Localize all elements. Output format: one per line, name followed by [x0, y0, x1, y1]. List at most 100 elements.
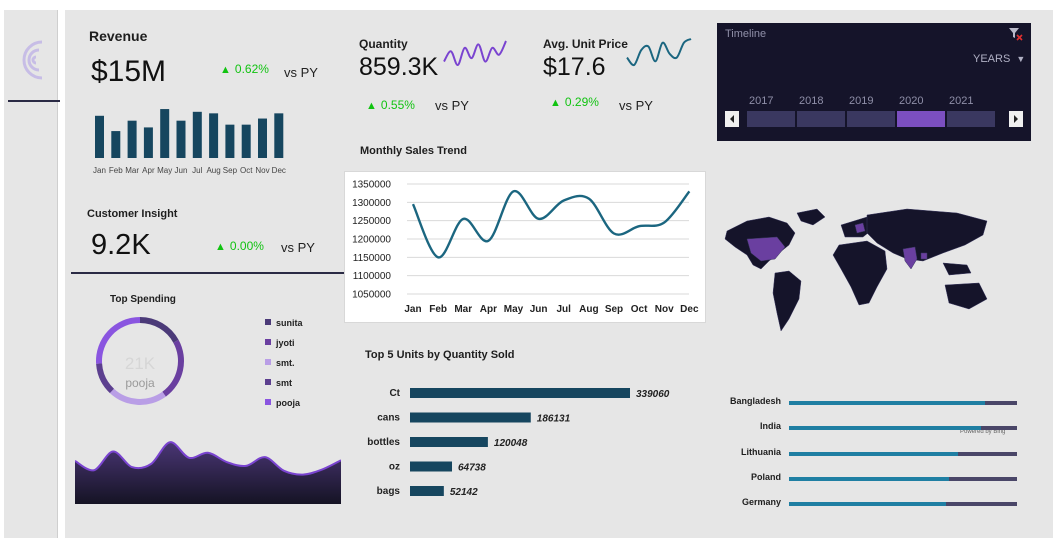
- brand-logo-icon[interactable]: [12, 32, 52, 88]
- trend-y-tick: 1150000: [353, 253, 392, 264]
- customer-vs-py: vs PY: [281, 240, 315, 255]
- unit-bar-bottles: [410, 437, 488, 447]
- donut-slice-pooja[interactable]: [96, 317, 140, 364]
- timeline-period-dropdown[interactable]: YEARS ▼: [973, 53, 1025, 65]
- revenue-bar-May: [160, 109, 170, 158]
- avg-price-delta: ▲ 0.29%: [550, 95, 599, 109]
- donut-slice-smt[interactable]: [96, 363, 114, 394]
- sales-world-map[interactable]: [717, 203, 1037, 339]
- revenue-delta: ▲ 0.62%: [220, 62, 269, 76]
- revenue-month-label: Jul: [192, 166, 202, 175]
- trend-x-tick: Dec: [680, 304, 699, 315]
- country-label: Lithuania: [741, 446, 781, 457]
- donut-slice-jyoti[interactable]: [162, 339, 184, 397]
- unit-bar-cans: [410, 412, 531, 423]
- top-spending-donut[interactable]: 21K pooja: [90, 312, 190, 418]
- country-bar-fill: [789, 451, 958, 456]
- legend-item-pooja[interactable]: pooja: [265, 398, 300, 408]
- legend-label: sunita: [276, 318, 303, 328]
- timeline-segment-2018[interactable]: [797, 111, 845, 127]
- revenue-vs-py: vs PY: [284, 65, 318, 80]
- trend-x-tick: Apr: [480, 304, 497, 315]
- africa-shape[interactable]: [832, 240, 888, 306]
- unit-value-label: 52142: [450, 487, 478, 498]
- revenue-month-label: Oct: [240, 166, 253, 175]
- chevron-left-icon: [730, 115, 734, 123]
- sidebar-divider: [8, 100, 60, 102]
- donut-center-value: 21K: [125, 354, 156, 373]
- bangladesh-highlight-shape[interactable]: [920, 252, 928, 260]
- timeline-year-2021[interactable]: 2021: [949, 95, 974, 107]
- revenue-month-label: Nov: [255, 166, 269, 175]
- legend-item-sunita[interactable]: sunita: [265, 318, 303, 328]
- unit-value-label: 339060: [636, 389, 670, 400]
- legend-item-smt[interactable]: smt: [265, 378, 292, 388]
- unit-bar-Ct: [410, 388, 630, 398]
- australia-shape[interactable]: [944, 282, 988, 310]
- legend-item-smt[interactable]: smt.: [265, 358, 295, 368]
- revenue-bar-Dec: [274, 113, 284, 158]
- india-highlight-shape[interactable]: [902, 246, 918, 270]
- revenue-month-label: Feb: [109, 166, 123, 175]
- unit-value-label: 120048: [494, 438, 528, 449]
- legend-swatch: [265, 339, 271, 345]
- trend-title: Monthly Sales Trend: [360, 145, 467, 157]
- south-america-shape[interactable]: [772, 270, 802, 332]
- map-credit: Powered by Bing: [960, 429, 1006, 435]
- country-bar-track: [789, 476, 1017, 481]
- trend-x-tick: Jun: [530, 304, 548, 315]
- customer-section-divider: [71, 272, 349, 274]
- revenue-bar-Nov: [258, 118, 267, 158]
- donut-slice-smt.[interactable]: [109, 388, 166, 405]
- country-bar-fill: [789, 401, 986, 405]
- unit-category-label: cans: [377, 413, 400, 424]
- legend-label: jyoti: [276, 338, 295, 348]
- timeline-year-2020[interactable]: 2020: [899, 95, 924, 107]
- country-bar-fill: [789, 426, 981, 431]
- revenue-value: $15M: [91, 55, 167, 88]
- trend-y-tick: 1200000: [352, 235, 391, 246]
- timeline-year-2019[interactable]: 2019: [849, 95, 874, 107]
- timeline-segment-2017[interactable]: [747, 111, 795, 127]
- quantity-title: Quantity: [359, 37, 408, 51]
- timeline-track[interactable]: [747, 111, 997, 127]
- legend-item-jyoti[interactable]: jyoti: [265, 338, 295, 348]
- unit-bar-oz: [410, 461, 453, 472]
- country-bar-track: [789, 401, 1017, 405]
- up-arrow-icon: ▲: [215, 241, 226, 253]
- trend-x-tick: Mar: [454, 304, 472, 315]
- trend-x-tick: Aug: [579, 304, 598, 315]
- up-arrow-icon: ▲: [550, 97, 561, 109]
- revenue-month-label: Mar: [125, 166, 139, 175]
- timeline-segment-2019[interactable]: [847, 111, 895, 127]
- country-bar-track: [789, 426, 1017, 431]
- timeline-year-2018[interactable]: 2018: [799, 95, 824, 107]
- timeline-segment-2021[interactable]: [947, 111, 995, 127]
- poland-highlight-shape[interactable]: [854, 222, 866, 234]
- sidebar: [4, 10, 60, 538]
- dashboard-canvas: Revenue $15M ▲ 0.62% vs PY Jan Feb Mar Apr Ma…: [65, 10, 1053, 538]
- trend-x-tick: Oct: [631, 304, 648, 315]
- trend-x-tick: Jan: [404, 304, 421, 315]
- donut-center-label: pooja: [125, 376, 155, 390]
- timeline-slicer[interactable]: Timeline YEARS ▼ 2017 2018 2019 2020 2021: [717, 23, 1031, 141]
- usa-highlight-shape[interactable]: [746, 236, 786, 262]
- trend-y-tick: 1250000: [352, 216, 391, 227]
- revenue-bar-Apr: [143, 127, 153, 158]
- timeline-year-2017[interactable]: 2017: [749, 95, 774, 107]
- timeline-scroll-right[interactable]: [1009, 111, 1023, 127]
- timeline-scroll-left[interactable]: [725, 111, 739, 127]
- revenue-bar-Sep: [225, 124, 235, 158]
- customer-title: Customer Insight: [87, 208, 178, 220]
- donut-slice-sunita[interactable]: [140, 317, 179, 343]
- unit-value-label: 186131: [537, 414, 571, 425]
- country-bar-track: [789, 502, 1017, 507]
- asia-shape[interactable]: [866, 208, 988, 262]
- greenland-shape[interactable]: [796, 208, 826, 226]
- legend-swatch: [265, 359, 271, 365]
- indonesia-shape[interactable]: [942, 262, 972, 276]
- up-arrow-icon: ▲: [366, 100, 377, 112]
- clear-filter-icon[interactable]: [1007, 26, 1023, 42]
- timeline-segment-2020[interactable]: [897, 111, 945, 127]
